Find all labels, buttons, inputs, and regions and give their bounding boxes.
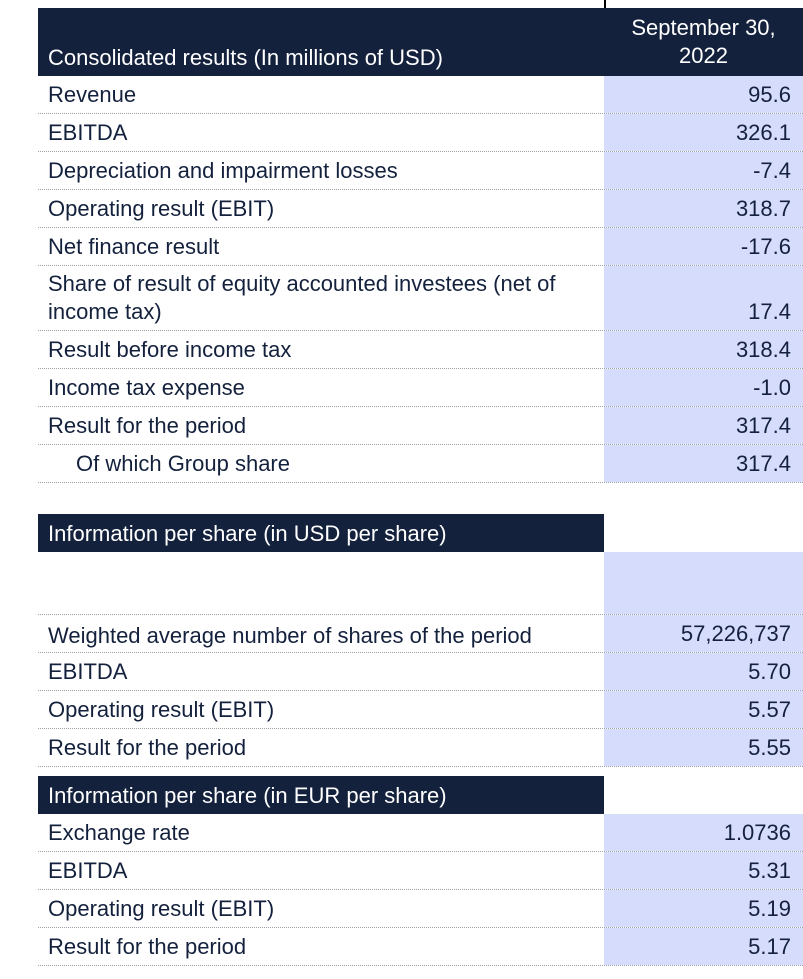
row-label: EBITDA — [48, 858, 128, 883]
header-band — [38, 514, 604, 552]
table-row: Depreciation and impairment losses -7.4 — [38, 152, 803, 190]
consolidated-results-header: Consolidated results (In millions of USD… — [38, 8, 803, 76]
row-value: -7.4 — [604, 152, 803, 189]
row-value: 1.0736 — [604, 814, 803, 851]
row-label: EBITDA — [48, 659, 128, 684]
eur-per-share-title: Information per share (in EUR per share) — [48, 783, 447, 808]
row-label: Income tax expense — [48, 375, 245, 400]
eur-per-share-table: Information per share (in EUR per share)… — [38, 776, 803, 966]
header-band — [38, 776, 604, 814]
row-label: Result for the period — [48, 735, 247, 760]
table-row: Of which Group share 317.4 — [38, 445, 803, 483]
row-value: 5.55 — [604, 729, 803, 766]
usd-per-share-header: Information per share (in USD per share) — [38, 514, 803, 552]
row-value: 317.4 — [604, 445, 803, 482]
table-row: Result before income tax 318.4 — [38, 331, 803, 369]
row-label: Share of result of equity accounted inve… — [48, 271, 556, 324]
eur-per-share-header: Information per share (in EUR per share) — [38, 776, 803, 814]
row-value: 326.1 — [604, 114, 803, 151]
row-value: 5.31 — [604, 852, 803, 889]
row-value: 5.70 — [604, 653, 803, 690]
row-value-blank — [604, 552, 803, 614]
table-row — [38, 552, 803, 615]
row-value: -17.6 — [604, 228, 803, 265]
table-row: Result for the period 317.4 — [38, 407, 803, 445]
table-row: EBITDA 5.31 — [38, 852, 803, 890]
table-row: Operating result (EBIT) 318.7 — [38, 190, 803, 228]
consolidated-results-title: Consolidated results (In millions of USD… — [48, 45, 443, 70]
row-label: Result for the period — [48, 413, 247, 438]
row-label: Operating result (EBIT) — [48, 896, 275, 921]
row-label: Weighted average number of shares of the… — [48, 623, 532, 648]
row-label: Net finance result — [48, 234, 220, 259]
row-value: 318.7 — [604, 190, 803, 227]
table-row: Income tax expense -1.0 — [38, 369, 803, 407]
row-value: 5.17 — [604, 928, 803, 965]
row-value: 5.19 — [604, 890, 803, 927]
row-label: Depreciation and impairment losses — [48, 158, 398, 183]
row-value: 5.57 — [604, 691, 803, 728]
row-label: EBITDA — [48, 120, 128, 145]
row-label: Result before income tax — [48, 337, 292, 362]
usd-per-share-table: Information per share (in USD per share)… — [38, 514, 803, 767]
table-row: Result for the period 5.17 — [38, 928, 803, 966]
row-label: Of which Group share — [76, 451, 290, 476]
table-row: Operating result (EBIT) 5.57 — [38, 691, 803, 729]
table-row: EBITDA 5.70 — [38, 653, 803, 691]
table-row: Operating result (EBIT) 5.19 — [38, 890, 803, 928]
row-value: 317.4 — [604, 407, 803, 444]
row-value: 318.4 — [604, 331, 803, 368]
row-value: 57,226,737 — [604, 615, 803, 652]
row-label: Operating result (EBIT) — [48, 697, 275, 722]
table-row: Exchange rate 1.0736 — [38, 814, 803, 852]
row-label: Exchange rate — [48, 820, 190, 845]
row-value: -1.0 — [604, 369, 803, 406]
table-row: Result for the period 5.55 — [38, 729, 803, 767]
table-row: Share of result of equity accounted inve… — [38, 266, 803, 331]
row-value: 95.6 — [604, 76, 803, 113]
row-label: Operating result (EBIT) — [48, 196, 275, 221]
column-divider — [604, 0, 606, 8]
row-value: 17.4 — [604, 266, 803, 330]
consolidated-results-table: Consolidated results (In millions of USD… — [38, 8, 803, 483]
table-row: Weighted average number of shares of the… — [38, 615, 803, 653]
usd-per-share-title: Information per share (in USD per share) — [48, 521, 447, 546]
table-row: EBITDA 326.1 — [38, 114, 803, 152]
period-column-header: September 30, 2022 — [631, 15, 776, 68]
table-row: Net finance result -17.6 — [38, 228, 803, 266]
row-label: Revenue — [48, 82, 137, 107]
table-row: Revenue 95.6 — [38, 76, 803, 114]
row-label: Result for the period — [48, 934, 247, 959]
